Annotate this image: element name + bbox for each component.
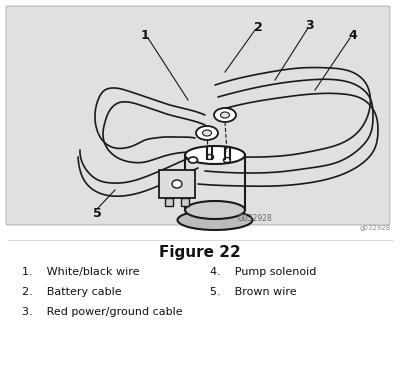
Text: 1: 1 — [141, 28, 150, 42]
Text: 3.    Red power/ground cable: 3. Red power/ground cable — [22, 307, 182, 317]
Ellipse shape — [207, 154, 213, 159]
Text: 2: 2 — [253, 21, 262, 34]
Ellipse shape — [214, 108, 236, 122]
Ellipse shape — [185, 146, 245, 164]
Ellipse shape — [185, 201, 245, 219]
Text: g032928: g032928 — [359, 225, 391, 231]
Ellipse shape — [221, 112, 229, 118]
Ellipse shape — [223, 157, 231, 162]
Text: 4: 4 — [348, 28, 357, 42]
Ellipse shape — [172, 180, 182, 188]
FancyBboxPatch shape — [159, 170, 195, 198]
Ellipse shape — [178, 210, 253, 230]
Text: 5: 5 — [93, 206, 101, 220]
Text: 1.    White/black wire: 1. White/black wire — [22, 267, 140, 277]
Text: 3: 3 — [306, 18, 314, 31]
FancyBboxPatch shape — [6, 6, 390, 225]
Text: Figure 22: Figure 22 — [159, 245, 241, 260]
Text: 2.    Battery cable: 2. Battery cable — [22, 287, 122, 297]
Ellipse shape — [188, 157, 198, 163]
Bar — [181, 198, 189, 206]
Text: G032928: G032928 — [238, 214, 272, 223]
Text: 4.    Pump solenoid: 4. Pump solenoid — [210, 267, 316, 277]
Ellipse shape — [203, 130, 211, 136]
Ellipse shape — [196, 126, 218, 140]
Bar — [165, 198, 173, 206]
Text: 5.    Brown wire: 5. Brown wire — [210, 287, 297, 297]
